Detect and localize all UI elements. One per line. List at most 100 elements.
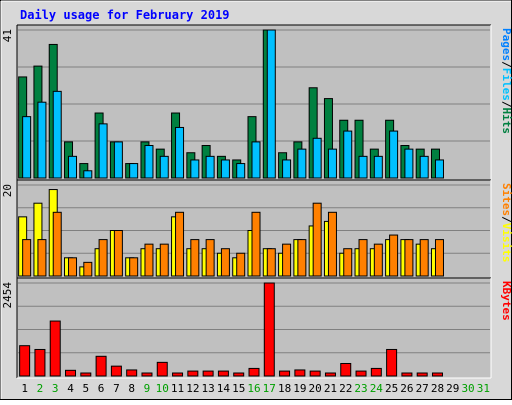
bar-files-day-17 [266, 29, 276, 179]
x-axis-day-label: 4 [67, 382, 74, 395]
bar-files-day-28 [434, 159, 444, 179]
bar-files-day-14 [220, 159, 230, 179]
y-axis-max-label-hits_files_pages: 41 [1, 29, 14, 42]
bar-sites-day-4 [68, 257, 78, 277]
x-axis-day-label: 5 [82, 382, 89, 395]
bar-sites-day-27 [419, 239, 429, 277]
bar-files-day-27 [419, 155, 429, 179]
legend-item-hits_files_pages: Files [500, 68, 512, 101]
x-axis-day-label: 7 [113, 382, 120, 395]
bar-sites-day-9 [144, 243, 154, 277]
bar-files-day-20 [312, 137, 322, 179]
x-axis-day-label: 29 [446, 382, 459, 395]
x-axis-day-label: 24 [370, 382, 384, 395]
bar-kbytes-day-3 [49, 320, 61, 377]
x-axis-day-label: 12 [186, 382, 199, 395]
x-axis-day-label: 15 [232, 382, 245, 395]
x-axis-day-label: 8 [128, 382, 135, 395]
x-axis-day-label: 17 [263, 382, 276, 395]
bar-sites-day-19 [297, 239, 307, 277]
bar-kbytes-day-24 [370, 367, 382, 377]
x-axis-day-label: 19 [293, 382, 306, 395]
bar-files-day-25 [389, 130, 399, 179]
bar-files-day-1 [22, 116, 32, 179]
bar-kbytes-day-12 [187, 370, 199, 377]
x-axis-day-label: 27 [416, 382, 429, 395]
bar-sites-day-26 [404, 239, 414, 277]
x-axis-day-label: 28 [431, 382, 444, 395]
x-axis-day-label: 31 [477, 382, 490, 395]
bar-kbytes-day-9 [141, 372, 153, 377]
bar-files-day-16 [251, 141, 261, 179]
bar-files-day-9 [144, 145, 154, 179]
bar-files-day-24 [373, 155, 383, 179]
bar-kbytes-day-7 [110, 365, 122, 377]
bar-sites-day-11 [175, 211, 185, 277]
x-axis-day-label: 22 [339, 382, 352, 395]
bar-sites-day-8 [129, 257, 139, 277]
bar-kbytes-day-11 [172, 372, 184, 377]
bar-kbytes-day-20 [309, 370, 321, 377]
bar-sites-day-24 [373, 243, 383, 277]
bar-kbytes-day-27 [416, 372, 428, 377]
x-axis-day-label: 21 [324, 382, 337, 395]
bar-sites-day-5 [83, 261, 93, 277]
legend-item-visits_sites: Sites [500, 183, 512, 216]
y-axis-max-label-visits_sites: 20 [1, 184, 14, 197]
x-axis-day-label: 13 [202, 382, 215, 395]
bar-kbytes-day-26 [401, 372, 413, 377]
y-axis-max-label-kbytes: 2454 [1, 282, 14, 309]
legend-item-hits_files_pages: / [500, 61, 512, 68]
bar-files-day-26 [404, 148, 414, 179]
bar-files-day-3 [52, 90, 62, 179]
bar-kbytes-day-5 [80, 372, 92, 377]
x-axis-day-label: 1 [21, 382, 28, 395]
bar-sites-day-16 [251, 211, 261, 277]
bar-kbytes-day-8 [126, 369, 138, 377]
bar-kbytes-day-25 [386, 348, 398, 377]
bar-sites-day-18 [282, 243, 292, 277]
legend-item-visits_sites: Visits [500, 223, 512, 263]
legend-visits_sites: Sites/Visits [500, 183, 512, 263]
bar-kbytes-day-14 [217, 370, 229, 377]
bar-files-day-22 [343, 130, 353, 179]
x-axis-day-label: 6 [98, 382, 105, 395]
bar-sites-day-23 [358, 239, 368, 277]
bar-sites-day-12 [190, 239, 200, 277]
bar-kbytes-day-22 [340, 362, 352, 377]
bar-files-day-8 [129, 163, 139, 179]
bar-sites-day-6 [98, 239, 108, 277]
bar-files-day-10 [159, 155, 169, 179]
bar-kbytes-day-28 [431, 372, 443, 377]
bar-sites-day-1 [22, 239, 32, 277]
bar-files-day-23 [358, 155, 368, 179]
bar-kbytes-day-13 [202, 370, 214, 377]
bar-files-day-19 [297, 148, 307, 179]
legend-item-hits_files_pages: Hits [500, 108, 512, 135]
x-axis-day-label: 23 [354, 382, 367, 395]
bar-kbytes-day-23 [355, 370, 367, 377]
bar-sites-day-25 [389, 234, 399, 277]
x-axis-day-label: 20 [309, 382, 322, 395]
bar-files-day-11 [175, 126, 185, 179]
bar-kbytes-day-10 [156, 361, 168, 377]
bar-sites-day-3 [52, 211, 62, 277]
bar-kbytes-day-4 [65, 369, 77, 377]
bar-files-day-21 [327, 148, 337, 179]
bar-kbytes-day-16 [248, 367, 260, 377]
legend-item-kbytes: KBytes [500, 281, 512, 321]
legend-kbytes: KBytes [500, 281, 512, 321]
bar-files-day-12 [190, 159, 200, 179]
legend-item-hits_files_pages: Pages [500, 28, 512, 61]
bar-kbytes-day-6 [95, 355, 107, 377]
legend-item-visits_sites: / [500, 216, 512, 223]
bar-kbytes-day-21 [324, 372, 336, 377]
x-axis-day-label: 14 [217, 382, 231, 395]
bar-files-day-6 [98, 123, 108, 179]
bar-sites-day-15 [236, 252, 246, 277]
x-axis-day-label: 26 [400, 382, 413, 395]
x-axis-day-label: 16 [247, 382, 260, 395]
bar-sites-day-14 [220, 248, 230, 277]
